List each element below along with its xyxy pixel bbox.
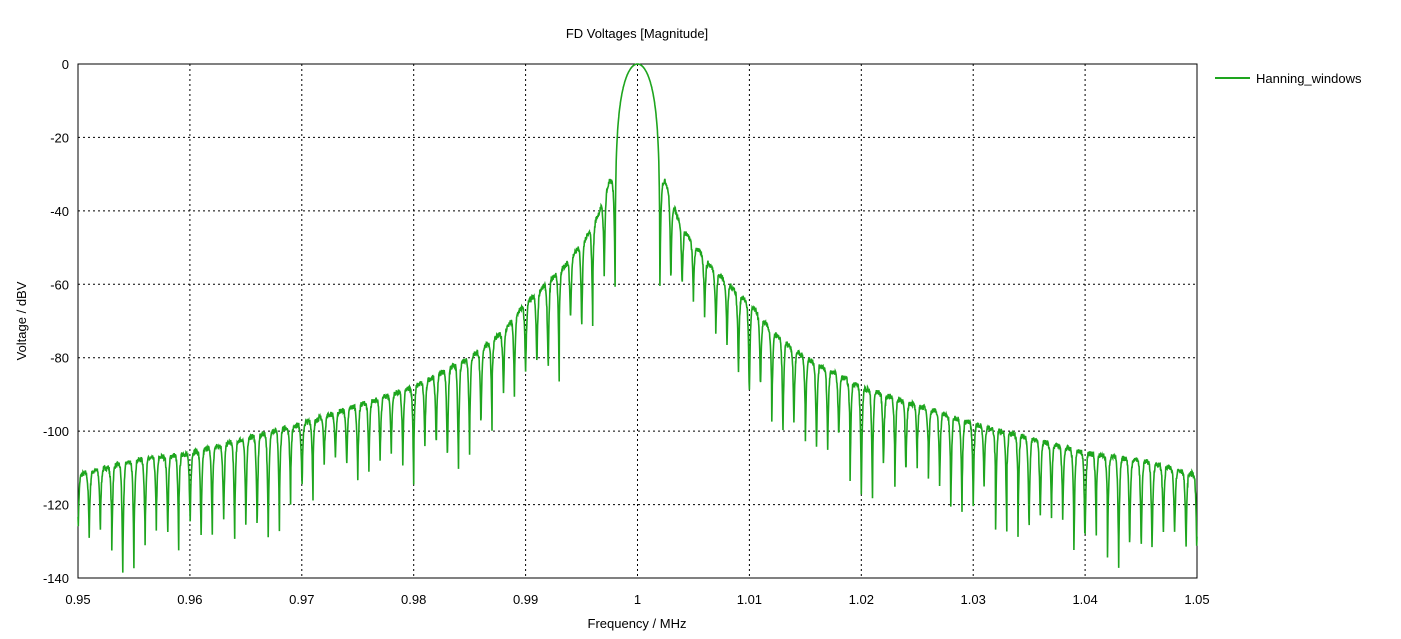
legend[interactable]: Hanning_windows — [1215, 71, 1362, 86]
x-axis-label: Frequency / MHz — [588, 616, 687, 631]
y-tick-label: -140 — [43, 571, 69, 586]
x-tick-label: 0.95 — [65, 592, 90, 607]
x-tick-label: 1 — [634, 592, 641, 607]
series-group — [77, 63, 1198, 573]
y-axis-label: Voltage / dBV — [14, 281, 29, 360]
y-axis-ticks: 0 -20 -40 -60 -80 -100 -120 -140 — [43, 57, 69, 586]
y-tick-label: 0 — [62, 57, 69, 72]
x-tick-label: 1.01 — [737, 592, 762, 607]
y-tick-label: -40 — [50, 204, 69, 219]
y-tick-label: -80 — [50, 351, 69, 366]
x-axis-ticks: 0.95 0.96 0.97 0.98 0.99 1 1.01 1.02 1.03 1.04 1.0… — [65, 592, 1209, 607]
grid — [78, 64, 1197, 578]
x-tick-label: 1.04 — [1072, 592, 1097, 607]
x-tick-label: 0.97 — [289, 592, 314, 607]
x-tick-label: 0.96 — [177, 592, 202, 607]
y-tick-label: -120 — [43, 498, 69, 513]
chart-title: FD Voltages [Magnitude] — [566, 26, 708, 41]
x-tick-label: 1.02 — [849, 592, 874, 607]
x-tick-label: 0.99 — [513, 592, 538, 607]
x-tick-label: 0.98 — [401, 592, 426, 607]
y-tick-label: -20 — [50, 130, 69, 145]
legend-label-hanning-windows: Hanning_windows — [1256, 71, 1362, 86]
x-tick-label: 1.03 — [961, 592, 986, 607]
y-tick-label: -100 — [43, 424, 69, 439]
series-line-hanning-windows — [77, 63, 1198, 573]
x-tick-label: 1.05 — [1184, 592, 1209, 607]
y-tick-label: -60 — [50, 277, 69, 292]
